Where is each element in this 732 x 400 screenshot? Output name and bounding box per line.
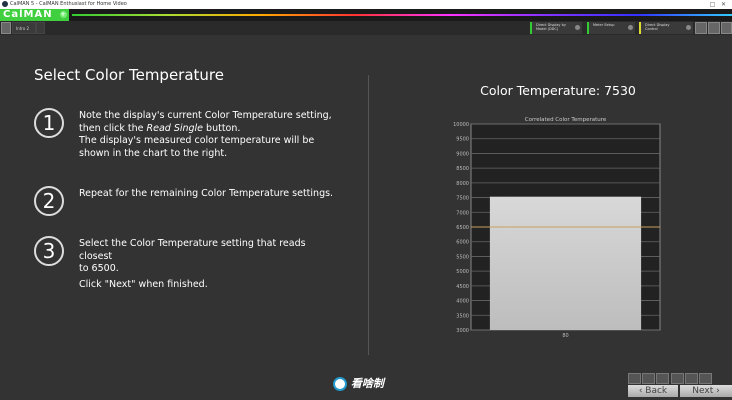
- step-number: 1: [34, 108, 64, 138]
- read-button[interactable]: [671, 373, 684, 384]
- chart-title: Correlated Color Temperature: [525, 117, 607, 123]
- back-button[interactable]: ‹ Back: [628, 385, 678, 397]
- step-text: then click the Read Single button.: [79, 122, 241, 134]
- step-text: Note the display's current Color Tempera…: [79, 110, 332, 121]
- display-control-dropdown[interactable]: Direct Display Control: [639, 22, 693, 34]
- help-icon[interactable]: [708, 22, 720, 34]
- y-tick-label: 5500: [456, 254, 469, 260]
- tab-intro[interactable]: Intro 2: [12, 22, 36, 34]
- step-text: to 6500.: [79, 263, 119, 274]
- meter-dropdown[interactable]: Meter Setup: [587, 22, 635, 34]
- x-tick-label: 80: [562, 333, 568, 339]
- options-button[interactable]: [699, 373, 712, 384]
- play-icon[interactable]: [1, 22, 11, 34]
- step-text: shown in the chart to the right.: [79, 147, 228, 159]
- y-tick-label: 7000: [456, 210, 469, 216]
- step-text: Select the Color Temperature setting tha…: [79, 238, 306, 262]
- logo-text: CalMAN: [3, 9, 53, 20]
- y-tick-label: 9000: [456, 151, 469, 157]
- title-bar: CalMAN 5 - CalMAN Enthusiast for Home Vi…: [0, 0, 732, 9]
- step-text: Repeat for the remaining Color Temperatu…: [79, 188, 334, 199]
- collapse-icon[interactable]: [721, 22, 732, 34]
- y-tick-label: 6500: [456, 225, 469, 231]
- app-icon: [2, 1, 8, 7]
- stop-button[interactable]: [628, 373, 641, 384]
- window-title: CalMAN 5 - CalMAN Enthusiast for Home Vi…: [10, 1, 127, 7]
- step-text: The display's measured color temperature…: [79, 135, 315, 146]
- y-tick-label: 9500: [456, 137, 469, 143]
- step-number: 3: [34, 236, 64, 266]
- settings-icon[interactable]: [695, 22, 707, 34]
- y-tick-label: 3000: [456, 328, 469, 334]
- page-title: Select Color Temperature: [34, 66, 224, 84]
- calman-logo[interactable]: CalMAN +: [0, 9, 69, 21]
- y-tick-label: 5000: [456, 269, 469, 275]
- bar: [489, 196, 642, 330]
- add-tab-button[interactable]: [36, 22, 45, 34]
- source-dropdown[interactable]: Direct Display by Model (DDC): [530, 22, 582, 34]
- cct-chart: Correlated Color Temperature 3000 3500 4000…: [453, 117, 661, 339]
- add-icon[interactable]: +: [60, 11, 67, 18]
- y-tick-label: 8500: [456, 166, 469, 172]
- pause-button[interactable]: [656, 373, 669, 384]
- color-temperature-readout: Color Temperature: 7530: [480, 83, 636, 98]
- y-tick-label: 3500: [456, 313, 469, 319]
- step-text: Click "Next" when finished.: [79, 278, 208, 290]
- y-tick-label: 6000: [456, 240, 469, 246]
- brand-logo-icon: [333, 377, 347, 391]
- next-button[interactable]: Next ›: [680, 385, 732, 397]
- play-button[interactable]: [642, 373, 655, 384]
- brand-watermark: 看啥制: [333, 375, 384, 391]
- top-bar: CalMAN +: [0, 9, 732, 21]
- y-tick-label: 8000: [456, 181, 469, 187]
- step-number: 2: [34, 186, 64, 216]
- y-tick-label: 7500: [456, 196, 469, 202]
- loop-button[interactable]: [685, 373, 698, 384]
- y-tick-label: 4000: [456, 299, 469, 305]
- y-tick-label: 4500: [456, 284, 469, 290]
- divider: [368, 75, 369, 355]
- rainbow-bar: [72, 14, 732, 16]
- y-tick-label: 10000: [453, 122, 469, 128]
- tab-row: Intro 2 Direct Display by Model (DDC) Me…: [0, 21, 732, 35]
- window-controls[interactable]: □ ✕: [709, 1, 726, 8]
